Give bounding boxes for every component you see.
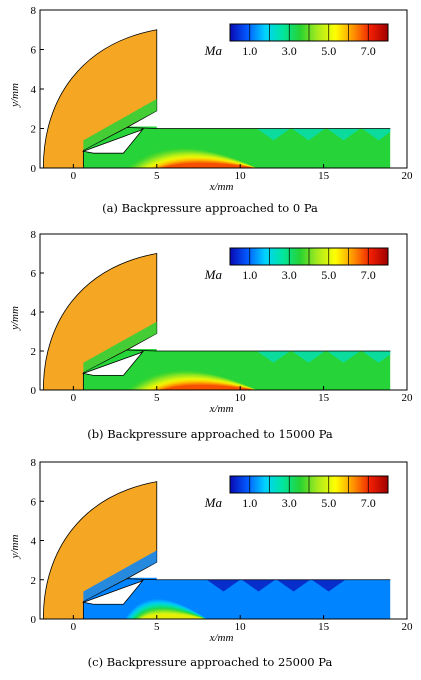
outer-wall <box>126 349 391 352</box>
colorbar-tick-label: 5.0 <box>321 268 336 282</box>
wave-cell <box>256 128 291 141</box>
nozzle-body <box>42 253 158 391</box>
y-tick-label: 6 <box>31 45 37 57</box>
x-tick-label: 10 <box>235 392 247 404</box>
y-tick-label: 8 <box>31 457 37 469</box>
x-tick-label: 20 <box>402 392 414 404</box>
colorbar-tick-label: 1.0 <box>242 496 257 510</box>
y-tick-label: 0 <box>31 385 37 397</box>
x-tick-label: 0 <box>71 621 77 633</box>
colorbar-tick-label: 3.0 <box>282 44 297 58</box>
colorbar-tick-label: 3.0 <box>282 496 297 510</box>
y-tick-label: 6 <box>31 496 37 508</box>
y-tick-label: 8 <box>31 5 37 17</box>
x-axis-label: x/mm <box>209 403 234 415</box>
wave-cell <box>206 579 241 592</box>
inner-wedge <box>81 128 144 154</box>
y-axis-label: y/mm <box>9 306 21 331</box>
wave-cell <box>241 579 276 592</box>
wave-cell <box>361 128 391 141</box>
core-band <box>161 162 257 168</box>
colorbar-variable: Ma <box>204 267 223 282</box>
panel-caption: (c) Backpressure approached to 25000 Pa <box>88 655 333 669</box>
x-tick-label: 10 <box>235 170 247 182</box>
panel-caption: (b) Backpressure approached to 15000 Pa <box>87 427 333 441</box>
y-axis-label: y/mm <box>9 535 21 560</box>
colorbar-tick-label: 1.0 <box>242 44 257 58</box>
wave-cell <box>326 351 361 363</box>
y-tick-label: 6 <box>31 268 37 280</box>
wave-cell <box>291 351 326 363</box>
lip-band <box>83 550 157 602</box>
x-tick-label: 20 <box>402 170 414 182</box>
y-axis-label: y/mm <box>9 83 21 108</box>
colorbar-variable: Ma <box>204 495 223 510</box>
x-tick-label: 10 <box>235 621 247 633</box>
lip-band <box>83 98 157 151</box>
x-axis-label: x/mm <box>209 181 234 193</box>
nozzle-body <box>42 481 158 620</box>
outer-wall <box>126 127 391 129</box>
wave-cell <box>256 351 291 363</box>
x-tick-label: 5 <box>154 170 160 182</box>
x-tick-label: 0 <box>71 392 77 404</box>
x-tick-label: 0 <box>71 170 77 182</box>
colorbar-tick-label: 7.0 <box>361 44 376 58</box>
wave-cell <box>326 128 361 141</box>
x-tick-label: 5 <box>154 392 160 404</box>
y-tick-label: 4 <box>31 307 37 319</box>
wave-cell <box>361 351 391 363</box>
y-tick-label: 4 <box>31 84 37 96</box>
x-tick-label: 15 <box>318 621 330 633</box>
colorbar-tick-label: 5.0 <box>321 496 336 510</box>
x-tick-label: 15 <box>318 392 330 404</box>
panel-2: 0 5 10 15 20 0 2 4 6 8 x/mm y/mm 1.0 3.0 5.0 7.0 Ma (c) B… <box>9 457 413 669</box>
wave-cell <box>276 579 311 592</box>
y-tick-label: 8 <box>31 229 37 241</box>
panel-1: 0 5 10 15 20 0 2 4 6 8 x/mm y/mm 1.0 3.0 5.0 7.0 Ma (b) B… <box>9 229 413 441</box>
flow-field <box>43 126 391 168</box>
wave-cell <box>291 128 326 141</box>
outer-wall <box>126 578 391 581</box>
y-tick-label: 4 <box>31 536 37 548</box>
colorbar-tick-label: 7.0 <box>361 496 376 510</box>
lip-band <box>83 321 157 373</box>
inner-wedge <box>81 579 144 605</box>
x-tick-label: 20 <box>402 621 414 633</box>
colorbar-tick-label: 3.0 <box>282 268 297 282</box>
colorbar-tick-label: 1.0 <box>242 268 257 282</box>
panel-caption: (a) Backpressure approached to 0 Pa <box>102 201 318 215</box>
x-tick-label: 15 <box>318 170 330 182</box>
wave-cell <box>311 579 346 592</box>
inner-wedge <box>81 350 144 376</box>
y-tick-label: 0 <box>31 614 37 626</box>
y-tick-label: 2 <box>31 346 37 358</box>
x-axis-label: x/mm <box>209 632 234 644</box>
y-tick-label: 2 <box>31 124 37 136</box>
panel-0: 0 5 10 15 20 0 2 4 6 8 x/mm y/mm 1.0 3.0 5.0 7.0 Ma (a) B… <box>9 5 413 215</box>
colorbar-tick-label: 5.0 <box>321 44 336 58</box>
y-tick-label: 2 <box>31 575 37 587</box>
colorbar-variable: Ma <box>204 43 223 58</box>
x-tick-label: 5 <box>154 621 160 633</box>
y-tick-label: 0 <box>31 163 37 175</box>
nozzle-body <box>42 29 158 169</box>
core-band <box>161 384 257 390</box>
colorbar-tick-label: 7.0 <box>361 268 376 282</box>
